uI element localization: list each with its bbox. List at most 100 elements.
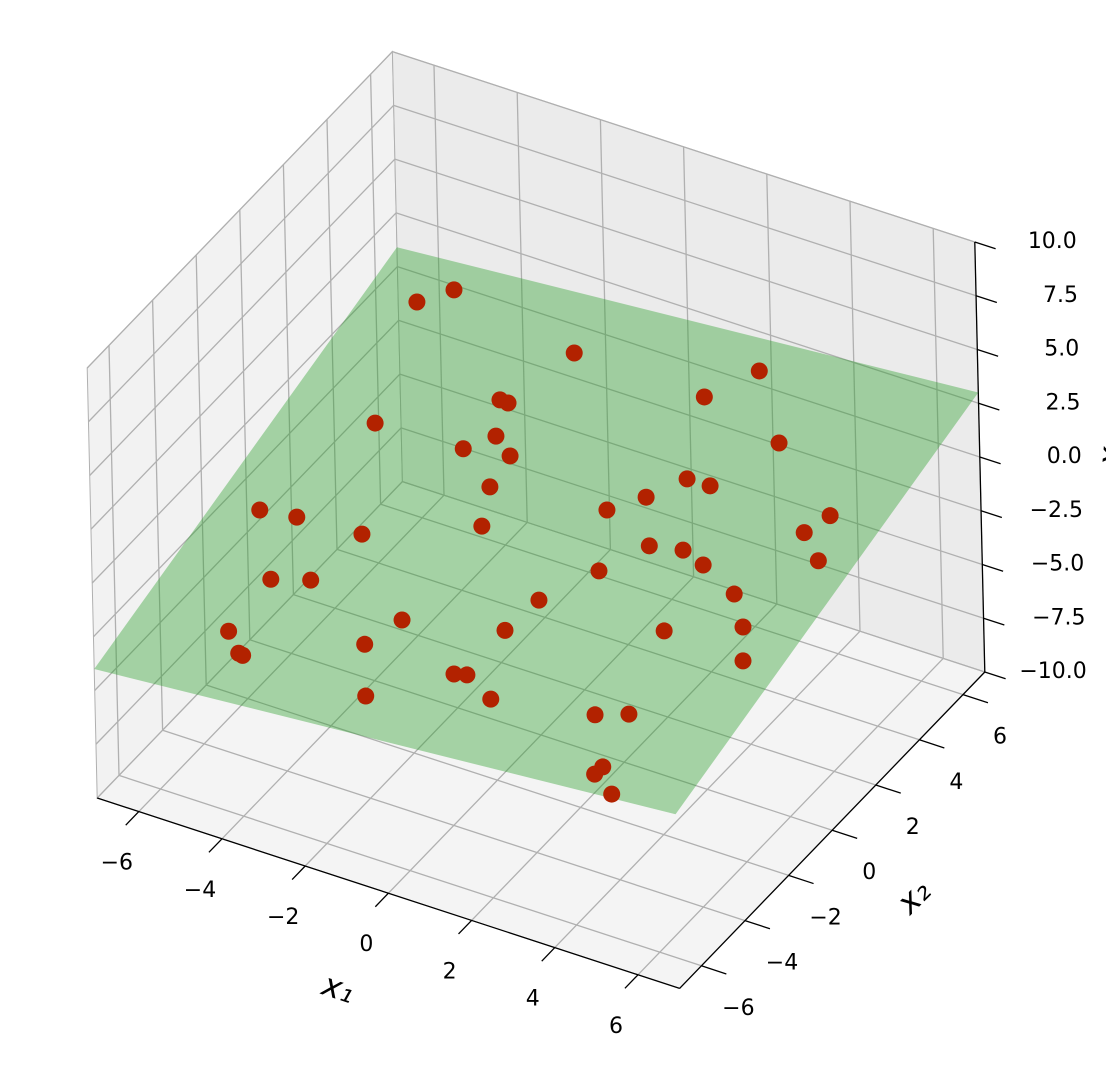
- grid-line: [398, 319, 982, 512]
- x-axis-line: [96, 797, 680, 990]
- point: [565, 344, 583, 362]
- point: [482, 690, 500, 708]
- point: [530, 591, 548, 609]
- point: [734, 618, 752, 636]
- x-tick-label: 6: [609, 1014, 623, 1039]
- grid-line: [395, 212, 979, 404]
- grid-line: [89, 158, 396, 476]
- point: [288, 508, 306, 526]
- x-tick-label: 4: [526, 987, 540, 1012]
- x-tick-label: −2: [267, 905, 299, 930]
- y-tick: [875, 784, 901, 794]
- point: [454, 440, 472, 458]
- grid-line: [90, 212, 397, 530]
- point: [640, 537, 658, 555]
- y-tick: [701, 965, 727, 975]
- point: [620, 705, 638, 723]
- point: [695, 388, 713, 406]
- x-tick: [374, 892, 389, 908]
- y-tick-label: −6: [722, 996, 754, 1021]
- grid-line: [205, 684, 789, 877]
- x-tick-label: −6: [101, 851, 133, 876]
- x-tick: [208, 838, 223, 853]
- point: [357, 687, 375, 705]
- point: [678, 470, 696, 488]
- z-tick-label: −5.0: [1031, 552, 1084, 577]
- z-tick-label: 0.0: [1047, 444, 1082, 469]
- point: [603, 785, 621, 803]
- z-tick-label: −10.0: [1019, 659, 1086, 684]
- y-tick: [744, 919, 771, 930]
- z-axis-label: x₃: [1090, 432, 1106, 468]
- point: [356, 635, 374, 653]
- point: [701, 477, 719, 495]
- y-axis-label: x₂: [888, 872, 938, 922]
- point: [353, 525, 371, 543]
- point: [501, 447, 519, 465]
- point: [809, 552, 827, 570]
- z-tick: [983, 617, 1005, 626]
- point: [750, 362, 768, 380]
- point: [220, 622, 238, 640]
- grid-line: [96, 481, 403, 799]
- grid: [86, 50, 986, 976]
- y-tick: [788, 874, 814, 885]
- point: [770, 434, 788, 452]
- y-tick-label: −2: [809, 905, 841, 930]
- point: [302, 571, 320, 589]
- point: [234, 646, 252, 664]
- z-tick-label: 2.5: [1046, 390, 1081, 415]
- z-tick: [979, 456, 1001, 465]
- grid-line: [92, 319, 400, 638]
- grid-line: [87, 104, 395, 423]
- grid-line: [162, 729, 746, 922]
- grid-line: [400, 427, 984, 619]
- point: [637, 488, 655, 506]
- point: [598, 501, 616, 519]
- z-tick: [984, 671, 1006, 680]
- x-tick-label: −4: [184, 878, 216, 903]
- grid-line: [118, 774, 702, 967]
- z-tick: [982, 563, 1004, 572]
- point: [586, 706, 604, 724]
- y-axis-line: [679, 671, 986, 989]
- y-tick: [831, 829, 858, 839]
- x-axis-label: x₁: [317, 965, 360, 1011]
- z-tick: [975, 295, 998, 304]
- point: [445, 281, 463, 299]
- point: [586, 765, 604, 783]
- y-tick-label: 4: [949, 770, 963, 795]
- grid-line: [95, 427, 402, 745]
- point: [725, 585, 743, 603]
- point: [445, 665, 463, 683]
- x-tick: [541, 947, 556, 962]
- point: [473, 517, 491, 535]
- plot-area: [94, 247, 979, 815]
- point: [458, 666, 476, 684]
- axes: −6 −4 −2 0 2 4 6 −6 −4 −2 0 2 4 6 −10.0 −7.5 −5.0 −2.5 0.0…: [96, 229, 1087, 1039]
- grid-line: [94, 373, 401, 691]
- z-tick-label: −2.5: [1030, 498, 1083, 523]
- point: [393, 611, 411, 629]
- y-tick-label: 2: [906, 815, 920, 840]
- grid-line: [249, 639, 833, 831]
- z-tick-label: −7.5: [1032, 605, 1085, 630]
- point: [694, 556, 712, 574]
- point: [262, 570, 280, 588]
- point: [734, 652, 752, 670]
- y-tick-label: 6: [993, 725, 1007, 750]
- point: [499, 394, 517, 412]
- z-tick: [977, 348, 999, 357]
- grid-line: [392, 50, 976, 243]
- z-tick-label: 7.5: [1043, 283, 1078, 308]
- grid-line: [394, 158, 978, 351]
- z-tick-label: 5.0: [1044, 337, 1079, 362]
- grid-line: [91, 266, 398, 584]
- x-tick: [624, 974, 639, 989]
- z-tick: [978, 402, 1000, 411]
- point: [366, 414, 384, 432]
- z-tick: [974, 241, 996, 250]
- point: [496, 621, 514, 639]
- x-tick-label: 0: [359, 932, 373, 957]
